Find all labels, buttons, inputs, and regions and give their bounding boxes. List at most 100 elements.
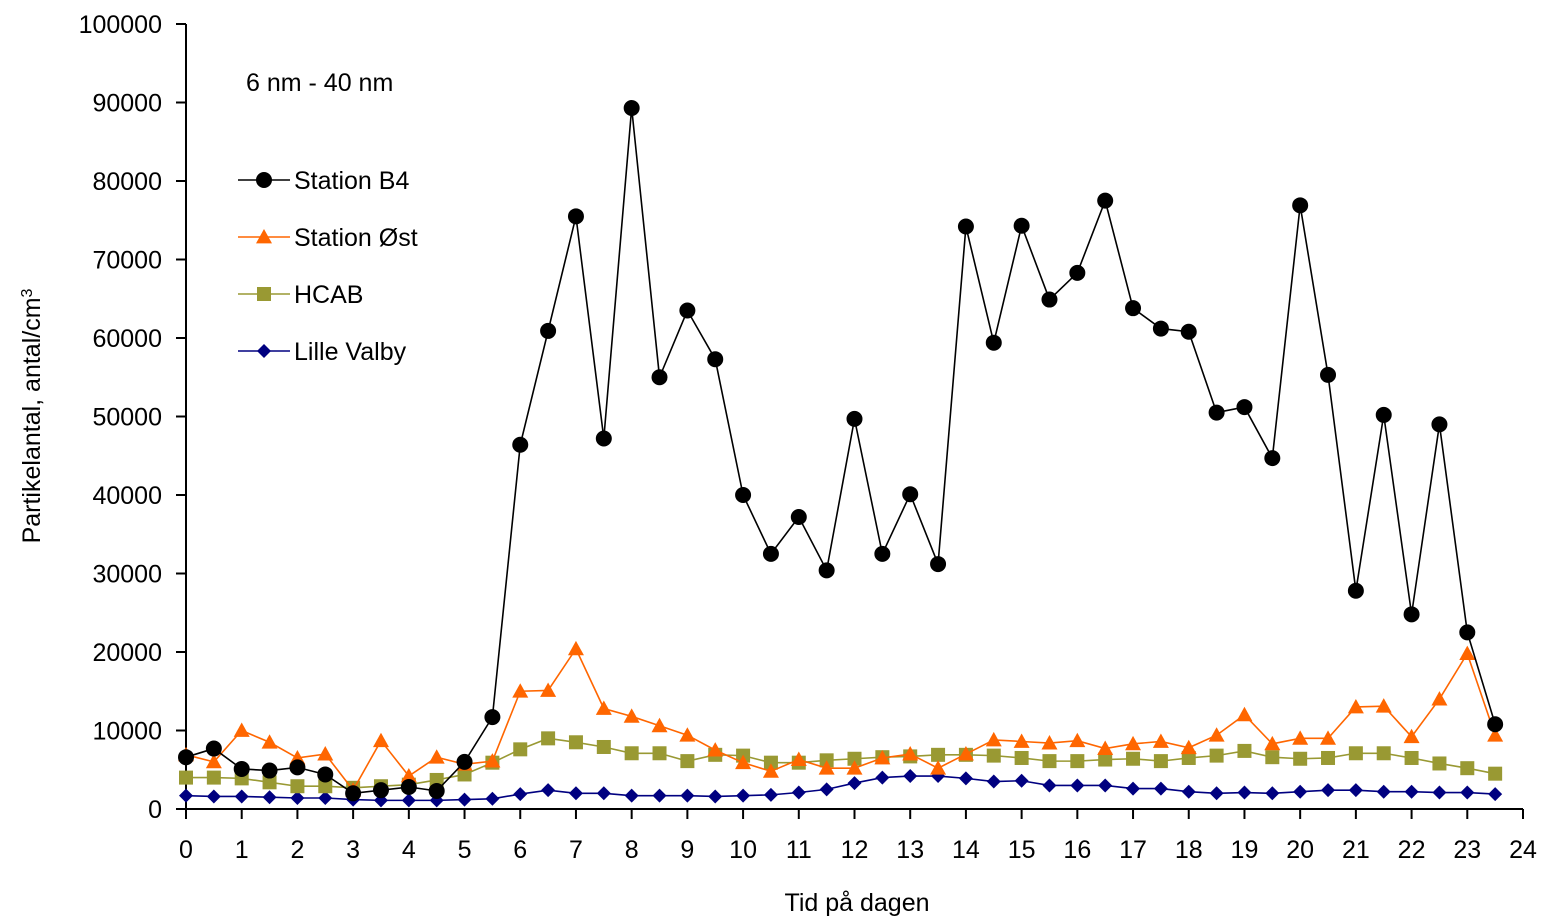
x-tick-label-18: 18 <box>1175 836 1203 864</box>
data-point-station-b4-22 <box>790 508 807 525</box>
legend-marker-station-b4 <box>256 172 272 188</box>
data-point-hcab-42 <box>1348 746 1363 761</box>
data-point-hcab-21 <box>763 755 778 770</box>
y-tick-label-7: 70000 <box>92 247 162 275</box>
data-point-lille-valby-36 <box>1181 784 1196 799</box>
x-tick-label-0: 0 <box>179 836 193 864</box>
data-point-hcab-45 <box>1432 756 1447 771</box>
data-point-lille-valby-17 <box>652 788 667 803</box>
data-point-station-b4-45 <box>1431 416 1448 433</box>
data-point-station-st-25 <box>874 749 891 765</box>
data-point-lille-valby-30 <box>1014 773 1029 788</box>
size-range-annotation: 6 nm - 40 nm <box>246 69 393 97</box>
data-point-lille-valby-33 <box>1098 778 1113 793</box>
data-point-station-b4-14 <box>567 208 584 225</box>
data-point-station-st-15 <box>595 700 612 715</box>
data-point-station-b4-42 <box>1347 582 1364 599</box>
y-tick-label-9: 90000 <box>92 90 162 118</box>
data-point-station-st-5 <box>317 746 334 761</box>
data-point-station-st-32 <box>1069 732 1086 748</box>
y-tick-label-3: 30000 <box>92 561 162 589</box>
data-point-hcab-13 <box>541 731 556 746</box>
x-tick-label-3: 3 <box>346 836 360 864</box>
data-point-hcab-35 <box>1153 754 1168 769</box>
data-point-hcab-0 <box>179 770 193 785</box>
data-point-hcab-37 <box>1209 748 1224 763</box>
data-point-station-st-47 <box>1487 727 1504 742</box>
data-point-station-b4-4 <box>289 759 306 776</box>
data-point-station-st-3 <box>261 734 278 749</box>
data-point-station-st-21 <box>762 763 779 778</box>
data-point-lille-valby-29 <box>986 774 1001 789</box>
x-tick-label-8: 8 <box>625 836 639 864</box>
data-point-station-st-17 <box>651 717 668 733</box>
data-point-station-b4-7 <box>372 782 389 799</box>
x-tick-label-15: 15 <box>1008 836 1036 864</box>
data-point-station-b4-1 <box>205 740 222 757</box>
x-tick-label-4: 4 <box>402 836 416 864</box>
data-point-station-b4-2 <box>233 760 250 777</box>
data-point-lille-valby-40 <box>1293 784 1308 799</box>
data-point-station-b4-17 <box>651 369 668 386</box>
legend-label-lille-valby: Lille Valby <box>294 338 407 366</box>
x-tick-label-19: 19 <box>1231 836 1259 864</box>
data-point-station-st-41 <box>1320 730 1337 745</box>
data-point-hcab-41 <box>1321 750 1336 765</box>
data-point-hcab-30 <box>1014 750 1029 765</box>
data-point-lille-valby-10 <box>457 792 472 807</box>
data-point-station-st-37 <box>1208 727 1225 742</box>
data-point-station-st-11 <box>484 753 501 768</box>
data-point-station-st-39 <box>1264 735 1281 751</box>
data-point-station-st-20 <box>735 754 752 770</box>
x-tick-label-1: 1 <box>235 836 249 864</box>
data-point-hcab-47 <box>1488 766 1503 781</box>
data-point-hcab-39 <box>1265 750 1280 765</box>
data-point-station-st-27 <box>930 760 947 775</box>
data-point-station-b4-18 <box>679 302 696 319</box>
data-point-station-st-35 <box>1152 733 1169 748</box>
data-point-station-b4-24 <box>846 410 863 427</box>
x-tick-label-7: 7 <box>569 836 583 864</box>
data-point-hcab-32 <box>1070 754 1085 769</box>
data-point-hcab-16 <box>624 746 639 761</box>
data-point-station-b4-3 <box>261 762 278 779</box>
data-point-lille-valby-43 <box>1376 784 1391 799</box>
data-point-hcab-36 <box>1181 750 1196 765</box>
data-point-station-st-18 <box>679 727 696 742</box>
data-point-lille-valby-31 <box>1042 778 1057 793</box>
y-tick-label-1: 10000 <box>92 718 162 746</box>
data-point-station-b4-31 <box>1041 291 1058 308</box>
series-station-st <box>178 640 1504 797</box>
series-station-b4 <box>178 99 1504 802</box>
data-point-station-st-45 <box>1431 691 1448 706</box>
data-point-lille-valby-24 <box>847 776 862 791</box>
series-lille-valby <box>179 769 1503 808</box>
data-point-station-b4-36 <box>1180 323 1197 340</box>
data-point-station-st-2 <box>233 722 250 737</box>
data-point-hcab-38 <box>1237 743 1252 758</box>
x-tick-label-13: 13 <box>896 836 924 864</box>
data-point-lille-valby-25 <box>875 770 890 785</box>
y-tick-label-2: 20000 <box>92 639 162 667</box>
data-point-hcab-12 <box>513 742 528 757</box>
x-tick-label-24: 24 <box>1509 836 1537 864</box>
data-point-hcab-46 <box>1460 761 1475 776</box>
data-point-station-st-33 <box>1097 740 1114 755</box>
data-point-hcab-29 <box>986 748 1001 763</box>
data-point-hcab-33 <box>1098 752 1113 767</box>
data-point-lille-valby-23 <box>819 782 834 797</box>
data-point-lille-valby-42 <box>1348 783 1363 798</box>
data-point-station-b4-38 <box>1236 399 1253 416</box>
x-tick-label-23: 23 <box>1453 836 1481 864</box>
x-tick-label-9: 9 <box>680 836 694 864</box>
data-point-lille-valby-15 <box>596 786 611 801</box>
data-point-station-b4-6 <box>345 785 362 802</box>
y-axis-title-main: Partikelantal, antal/cm <box>18 297 46 543</box>
data-point-lille-valby-16 <box>624 788 639 803</box>
data-point-station-b4-23 <box>818 562 835 579</box>
data-point-station-st-12 <box>512 683 529 698</box>
data-point-station-b4-11 <box>484 709 501 726</box>
data-point-hcab-43 <box>1376 746 1391 761</box>
data-point-hcab-5 <box>318 779 333 794</box>
data-point-hcab-15 <box>596 739 611 754</box>
